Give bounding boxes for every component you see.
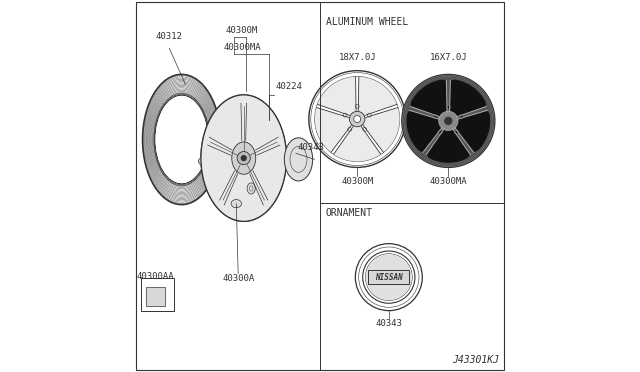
Text: 40300AA: 40300AA xyxy=(137,272,174,281)
Circle shape xyxy=(349,111,365,127)
Circle shape xyxy=(348,128,351,131)
Circle shape xyxy=(433,115,437,119)
Polygon shape xyxy=(362,108,400,152)
Text: 40224: 40224 xyxy=(275,82,302,91)
Ellipse shape xyxy=(284,138,312,181)
Text: ORNAMENT: ORNAMENT xyxy=(326,208,372,218)
Circle shape xyxy=(355,244,422,311)
Text: 18X7.0J: 18X7.0J xyxy=(339,52,376,61)
Circle shape xyxy=(237,151,250,165)
Circle shape xyxy=(366,254,412,300)
Circle shape xyxy=(438,111,458,131)
Circle shape xyxy=(404,76,493,166)
Bar xyxy=(147,288,164,306)
Text: 40300MA: 40300MA xyxy=(223,43,260,52)
Ellipse shape xyxy=(232,142,256,174)
Text: 40300M: 40300M xyxy=(226,26,258,35)
Circle shape xyxy=(454,130,458,134)
Text: ALUMINUM WHEEL: ALUMINUM WHEEL xyxy=(326,17,408,27)
Text: 40312: 40312 xyxy=(156,32,183,41)
Circle shape xyxy=(367,113,371,117)
Text: 40300A: 40300A xyxy=(222,274,254,283)
Circle shape xyxy=(446,105,451,109)
Text: 40343: 40343 xyxy=(376,318,403,327)
Ellipse shape xyxy=(201,95,287,221)
Circle shape xyxy=(460,115,463,119)
Text: 16X7.0J: 16X7.0J xyxy=(429,52,467,61)
Polygon shape xyxy=(317,77,356,116)
Polygon shape xyxy=(427,126,470,163)
Circle shape xyxy=(402,74,495,167)
Bar xyxy=(369,270,409,284)
Circle shape xyxy=(363,128,367,131)
Polygon shape xyxy=(449,80,486,118)
Ellipse shape xyxy=(247,183,255,194)
Circle shape xyxy=(444,116,453,125)
Ellipse shape xyxy=(231,199,241,208)
Text: 40343: 40343 xyxy=(298,142,324,151)
Ellipse shape xyxy=(198,150,289,173)
Ellipse shape xyxy=(156,96,208,183)
Text: NISSAN: NISSAN xyxy=(375,273,403,282)
Circle shape xyxy=(309,71,406,167)
Circle shape xyxy=(438,130,442,134)
Circle shape xyxy=(241,156,246,160)
Circle shape xyxy=(355,104,359,108)
Text: J43301KJ: J43301KJ xyxy=(452,355,499,365)
Text: 40300MA: 40300MA xyxy=(429,177,467,186)
Polygon shape xyxy=(452,111,490,152)
Polygon shape xyxy=(406,111,444,152)
Ellipse shape xyxy=(201,95,287,221)
Polygon shape xyxy=(334,126,381,161)
Bar xyxy=(141,278,174,311)
Circle shape xyxy=(343,113,347,117)
Circle shape xyxy=(354,116,361,122)
Polygon shape xyxy=(358,77,397,116)
Polygon shape xyxy=(411,80,447,118)
Polygon shape xyxy=(315,108,352,152)
Text: 40300M: 40300M xyxy=(341,177,373,186)
